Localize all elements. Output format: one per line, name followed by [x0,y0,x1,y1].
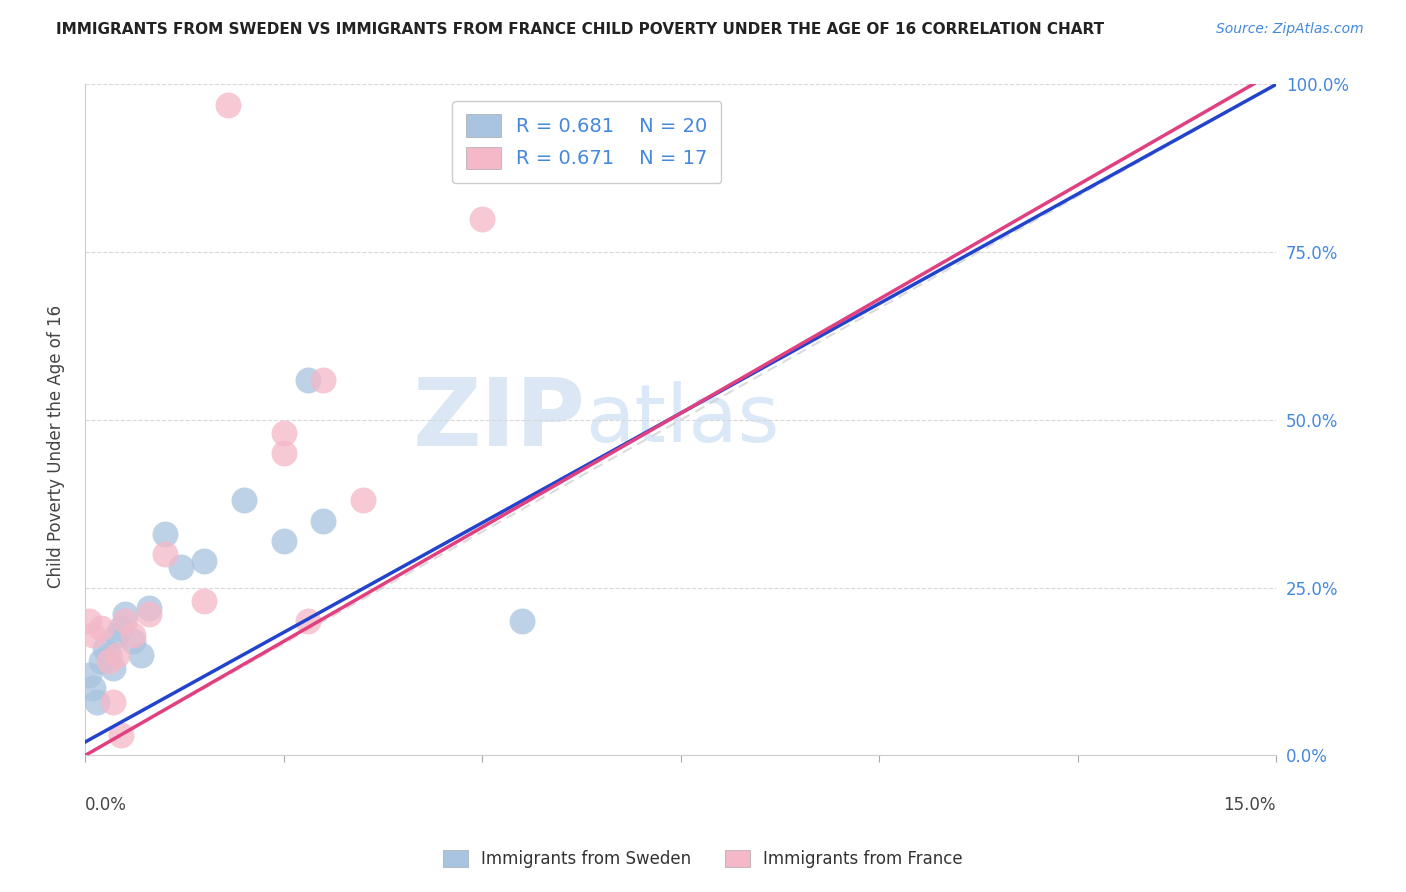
Point [169,560,191,574]
Point [105,627,128,641]
Point [101,695,124,709]
Point [312,514,335,528]
Point [122,634,145,648]
Point [77,614,100,628]
Text: ZIP: ZIP [412,374,585,466]
Point [105,648,128,662]
Point [122,627,145,641]
Point [90,621,112,635]
Text: Source: ZipAtlas.com: Source: ZipAtlas.com [1216,22,1364,37]
Point [82,681,104,696]
Point [98,648,121,662]
Point [510,614,533,628]
Point [471,211,494,226]
Point [233,493,256,508]
Legend: Immigrants from Sweden, Immigrants from France: Immigrants from Sweden, Immigrants from … [436,843,970,875]
Text: Child Poverty Under the Age of 16: Child Poverty Under the Age of 16 [48,304,65,588]
Point [138,600,160,615]
Point [82,627,104,641]
Point [312,373,335,387]
Point [77,668,100,682]
Point [114,614,136,628]
Point [110,621,132,635]
Point [138,607,160,622]
Text: 15.0%: 15.0% [1223,796,1277,814]
Point [86,695,108,709]
Point [101,661,124,675]
Point [352,493,374,508]
Legend: R = 0.681    N = 20, R = 0.671    N = 17: R = 0.681 N = 20, R = 0.671 N = 17 [453,101,721,183]
Point [129,648,152,662]
Point [94,640,117,655]
Text: 0.0%: 0.0% [86,796,127,814]
Point [297,373,319,387]
Text: IMMIGRANTS FROM SWEDEN VS IMMIGRANTS FROM FRANCE CHILD POVERTY UNDER THE AGE OF : IMMIGRANTS FROM SWEDEN VS IMMIGRANTS FRO… [56,22,1104,37]
Point [98,655,121,669]
Point [273,446,295,460]
Text: atlas: atlas [585,381,780,458]
Point [153,547,176,561]
Point [273,426,295,441]
Point [217,97,239,112]
Point [193,554,215,568]
Point [193,594,215,608]
Point [110,728,132,742]
Point [297,614,319,628]
Point [90,655,112,669]
Point [273,533,295,548]
Point [153,527,176,541]
Point [114,607,136,622]
